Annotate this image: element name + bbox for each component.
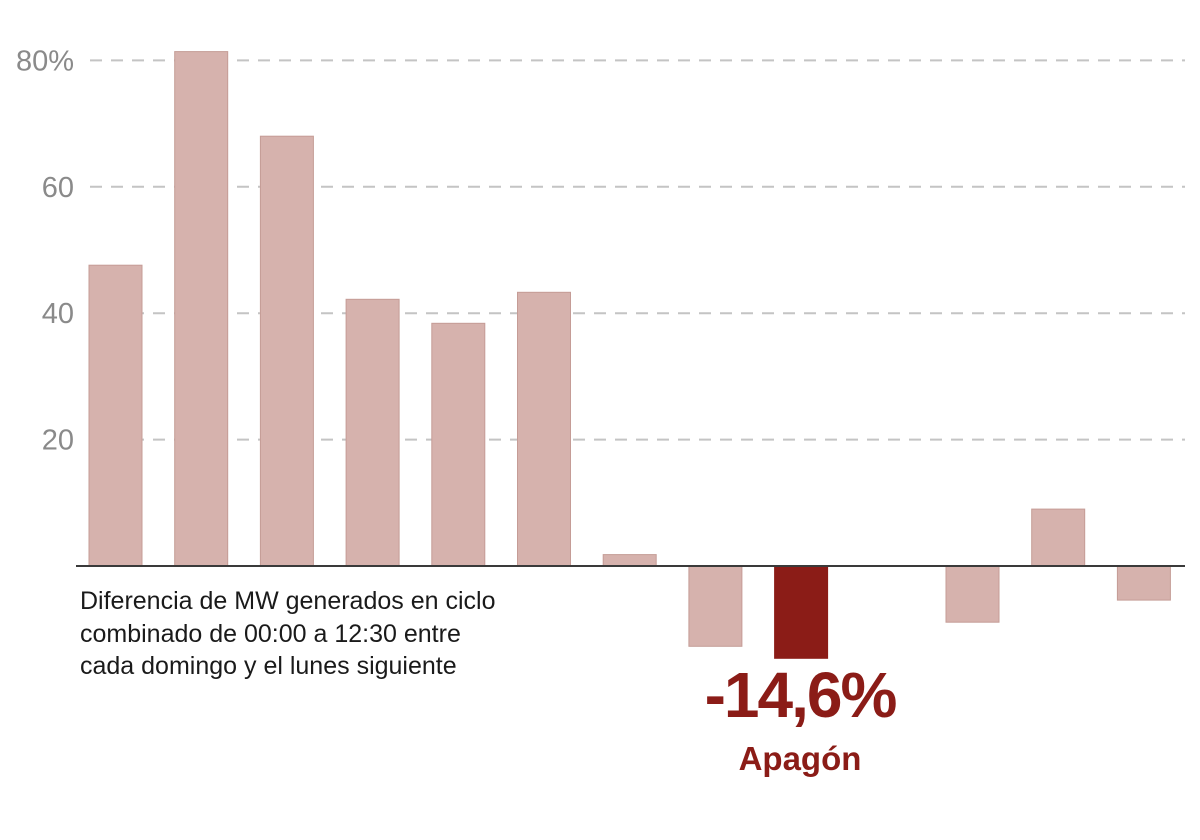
chart-annotation: Diferencia de MW generados en ciclo comb…: [80, 585, 560, 683]
annotation-line-2: combinado de 00:00 a 12:30 entre: [80, 619, 461, 648]
bar: [945, 565, 1000, 623]
y-tick-label: 20: [42, 425, 74, 457]
highlight-bar: [774, 565, 829, 659]
annotation-line-3: cada domingo y el lunes siguiente: [80, 652, 457, 680]
y-axis-tick-labels: 80% 60 40 20: [16, 45, 74, 456]
bar: [517, 291, 571, 567]
bar: [431, 322, 486, 567]
grid-lines: [90, 59, 1185, 441]
bar: [345, 298, 400, 567]
y-tick-label: 60: [42, 172, 74, 204]
highlight-value-label: -14,6%: [704, 659, 898, 731]
bar: [259, 135, 314, 567]
bars: [88, 51, 1171, 659]
y-tick-label: 40: [42, 298, 74, 330]
highlight-event-label: Apagón: [738, 740, 862, 777]
bar: [1116, 565, 1171, 601]
bar: [688, 565, 743, 647]
bar: [1031, 508, 1086, 567]
bar: [602, 554, 657, 567]
bar: [88, 264, 143, 567]
annotation-line-1: Diferencia de MW generados en ciclo: [80, 587, 496, 615]
y-tick-label: 80%: [16, 45, 74, 77]
bar: [174, 51, 229, 567]
